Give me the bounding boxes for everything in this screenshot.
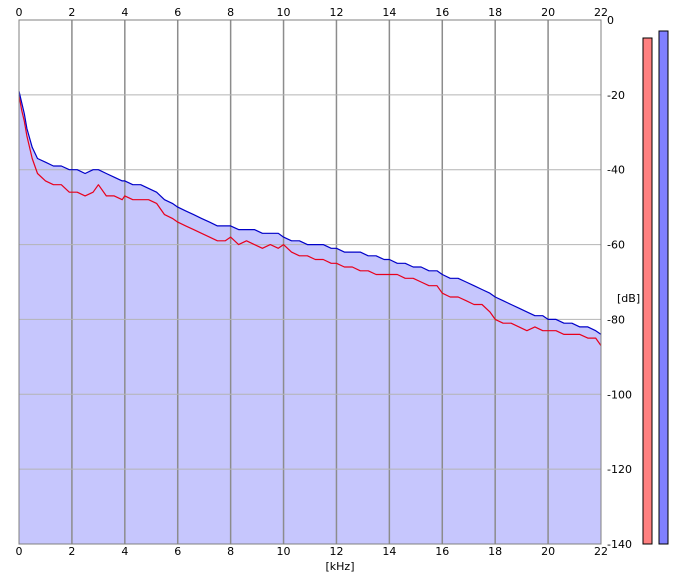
x-tick-label-top: 16 (435, 6, 449, 19)
x-tick-label-bottom: 4 (121, 545, 128, 558)
meter-bar-blue (658, 30, 669, 545)
x-tick-label-bottom: 14 (382, 545, 396, 558)
x-tick-label-bottom: 8 (227, 545, 234, 558)
spectrum-fill (19, 91, 601, 544)
x-ticks-top: 0 2 4 6 8 10 12 14 16 18 20 22 (16, 6, 609, 19)
series-line-red (18, 94, 602, 346)
x-tick-label-top: 12 (329, 6, 343, 19)
y-tick-label: -140 (607, 538, 632, 551)
y-tick-label: -20 (607, 89, 625, 102)
x-tick-label-top: 0 (16, 6, 23, 19)
x-tick-label-top: 22 (594, 6, 608, 19)
x-tick-label-top: 2 (68, 6, 75, 19)
meter-bar-red (642, 37, 653, 545)
x-tick-label-top: 14 (382, 6, 396, 19)
x-tick-label-bottom: 16 (435, 545, 449, 558)
series-line-blue (18, 90, 602, 335)
series-layer (18, 90, 602, 346)
x-tick-label-top: 20 (541, 6, 555, 19)
y-tick-label: -60 (607, 239, 625, 252)
x-tick-label-top: 4 (121, 6, 128, 19)
x-tick-label-bottom: 12 (329, 545, 343, 558)
y-tick-label: 0 (607, 14, 614, 27)
grid-layer (19, 20, 601, 544)
x-tick-label-top: 18 (488, 6, 502, 19)
y-tick-label: -120 (607, 463, 632, 476)
x-tick-label-bottom: 22 (594, 545, 608, 558)
x-ticks-bottom: 0 2 4 6 8 10 12 14 16 18 20 22 (16, 545, 609, 558)
x-tick-label-bottom: 20 (541, 545, 555, 558)
y-axis-label: [dB] (617, 292, 640, 305)
x-tick-label-bottom: 2 (68, 545, 75, 558)
x-tick-label-top: 8 (227, 6, 234, 19)
y-ticks: 0 -20 -40 -60 -80 -100 -120 -140 (607, 14, 632, 551)
spectrum-fill-layer (19, 91, 601, 544)
x-tick-label-bottom: 6 (174, 545, 181, 558)
x-axis-label: [kHz] (326, 560, 355, 573)
x-tick-label-bottom: 0 (16, 545, 23, 558)
x-tick-label-top: 10 (277, 6, 291, 19)
x-tick-label-bottom: 10 (277, 545, 291, 558)
x-tick-label-bottom: 18 (488, 545, 502, 558)
level-meters (642, 30, 669, 545)
x-tick-label-top: 6 (174, 6, 181, 19)
y-tick-label: -100 (607, 388, 632, 401)
y-tick-label: -40 (607, 164, 625, 177)
plot-frame (18, 19, 602, 545)
y-tick-label: -80 (607, 313, 625, 326)
